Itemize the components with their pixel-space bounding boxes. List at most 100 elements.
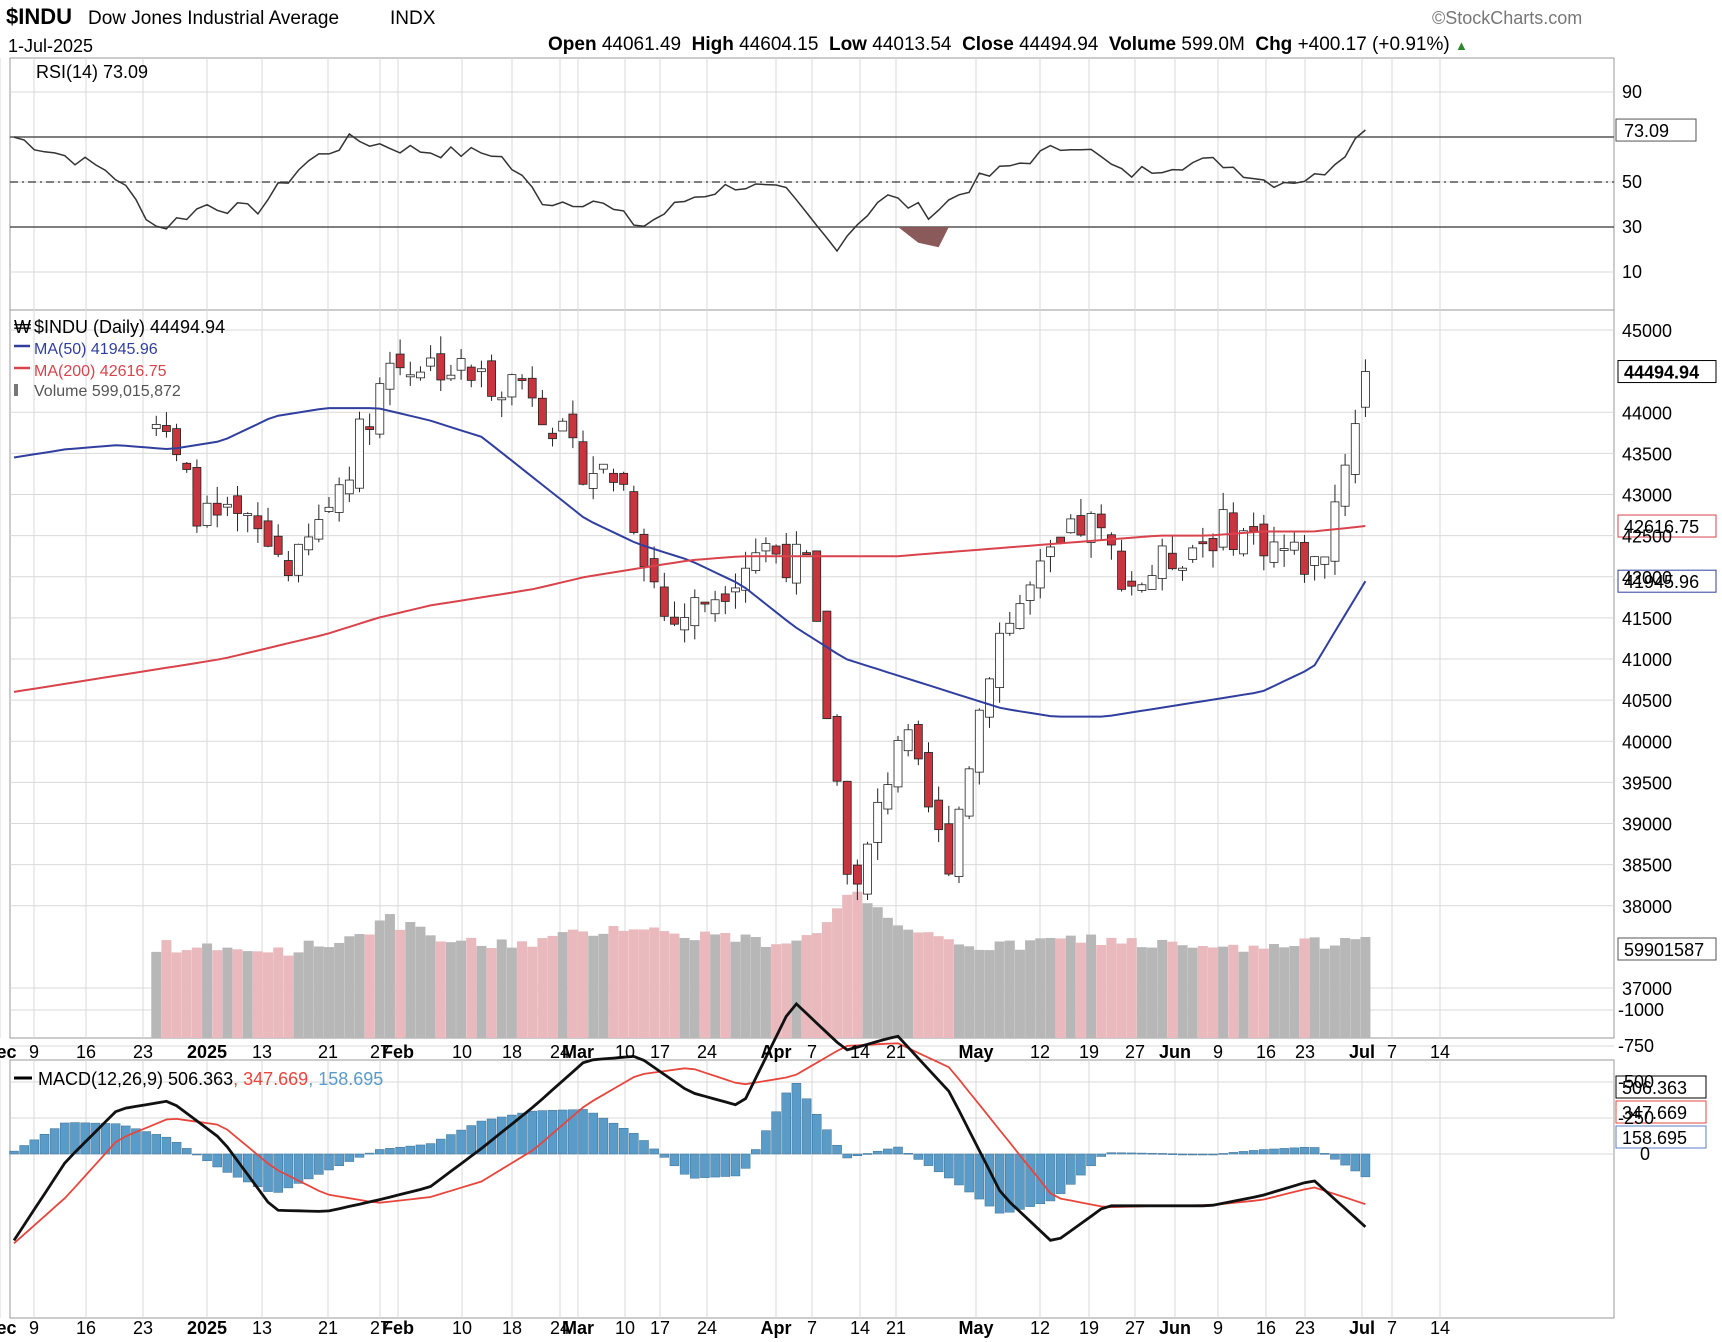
histogram-value-tag-label: 158.695 xyxy=(1622,1128,1687,1148)
volume-bar xyxy=(1035,938,1046,1038)
volume-bar xyxy=(1360,937,1371,1038)
macd-histogram-bar xyxy=(171,1141,182,1155)
x-tick-label: 14 xyxy=(1430,1318,1450,1338)
macd-histogram-bar xyxy=(1126,1152,1137,1155)
macd-histogram-bar xyxy=(608,1122,619,1155)
signal-value-tag-label: 347.669 xyxy=(1622,1103,1687,1123)
macd-histogram-bar xyxy=(801,1098,812,1155)
macd-histogram-bar xyxy=(913,1153,924,1160)
macd-histogram-bar xyxy=(700,1153,710,1178)
volume-bar xyxy=(994,941,1005,1038)
volume-bar xyxy=(1228,944,1239,1038)
macd-histogram-bar xyxy=(161,1136,172,1155)
x-tick-label: 10 xyxy=(615,1042,635,1062)
macd-histogram-bar xyxy=(537,1110,548,1155)
volume-bar xyxy=(283,955,294,1038)
macd-histogram-bar xyxy=(974,1153,985,1200)
volume-bar xyxy=(1340,937,1351,1038)
macd-histogram-bar xyxy=(547,1110,558,1155)
candle-body xyxy=(598,463,608,470)
macd-histogram-bar xyxy=(1269,1148,1279,1155)
x-tick-label: 14 xyxy=(1430,1042,1450,1062)
volume-bar xyxy=(456,940,467,1038)
volume-bar xyxy=(811,933,822,1038)
candle-body xyxy=(1310,556,1320,566)
volume-bar xyxy=(984,950,995,1038)
volume-bar xyxy=(771,944,782,1038)
volume-bar xyxy=(1258,948,1269,1038)
candle-body xyxy=(283,560,293,576)
volume-bar xyxy=(821,922,832,1038)
macd-histogram-bar xyxy=(720,1153,731,1177)
candle-body xyxy=(1086,513,1096,543)
macd-histogram-bar xyxy=(314,1153,324,1175)
candle-body xyxy=(548,432,557,440)
macd-histogram-bar xyxy=(49,1128,60,1155)
volume-bar xyxy=(435,941,446,1038)
rsi-y-tick: 90 xyxy=(1622,82,1642,102)
volume-bar xyxy=(567,929,578,1038)
candle-body xyxy=(832,715,842,782)
volume-bar xyxy=(354,934,365,1038)
volume-bar xyxy=(1147,947,1158,1038)
rsi-line xyxy=(13,129,1366,253)
candle-body xyxy=(985,678,994,718)
ma200-value-tag-label: 42616.75 xyxy=(1624,517,1699,537)
macd-histogram-bar xyxy=(1279,1148,1289,1155)
macd-histogram-bar xyxy=(324,1153,334,1171)
macd-histogram-bar xyxy=(669,1153,680,1167)
rsi-y-tick: 50 xyxy=(1622,172,1642,192)
macd-histogram-bar xyxy=(751,1149,761,1155)
volume-bar xyxy=(242,951,253,1038)
candle-body xyxy=(1025,584,1035,601)
x-tick-label: 21 xyxy=(886,1318,906,1338)
candle-body xyxy=(1249,526,1259,532)
macd-histogram-bar xyxy=(791,1083,802,1155)
volume-bar xyxy=(517,941,528,1038)
candle-body xyxy=(710,599,720,615)
x-tick-label: 2025 xyxy=(187,1318,227,1338)
candle-body xyxy=(1137,584,1147,591)
price-y-tick: 44000 xyxy=(1622,403,1672,423)
volume-bar xyxy=(405,922,416,1038)
x-tick-label: Jun xyxy=(1159,1318,1191,1338)
volume-bar xyxy=(1238,951,1249,1038)
volume-bar xyxy=(506,947,517,1038)
x-tick-label: May xyxy=(958,1318,993,1338)
rsi-value-label: 73.09 xyxy=(1624,121,1669,141)
volume-bar xyxy=(933,936,944,1038)
candle-body xyxy=(690,597,700,627)
volume-bar xyxy=(720,932,731,1038)
volume-bar xyxy=(974,949,985,1038)
volume-bar xyxy=(496,939,507,1038)
candle-body xyxy=(802,552,811,556)
macd-histogram-bar xyxy=(1025,1153,1035,1207)
volume-bar xyxy=(882,917,893,1038)
macd-histogram-bar xyxy=(557,1109,568,1155)
macd-histogram-bar xyxy=(517,1112,527,1155)
candle-body xyxy=(700,601,710,605)
volume-bar xyxy=(943,939,954,1038)
macd-line xyxy=(12,1001,1367,1242)
candle-body xyxy=(537,397,547,426)
macd-histogram-bar xyxy=(568,1109,578,1155)
volume-bar xyxy=(151,951,162,1038)
x-tick-label: Dec xyxy=(0,1042,17,1062)
x-tick-label: 12 xyxy=(1030,1042,1050,1062)
candle-body xyxy=(416,371,425,379)
copyright-icon: © xyxy=(1432,8,1446,28)
x-tick-label: 24 xyxy=(697,1318,717,1338)
macd-histogram-bar xyxy=(1015,1153,1025,1210)
volume-bar xyxy=(740,934,751,1038)
volume-bar xyxy=(374,920,385,1038)
candle-body xyxy=(263,520,273,547)
candle-body xyxy=(1361,371,1370,408)
x-tick-label: Apr xyxy=(761,1042,792,1062)
candle-body xyxy=(527,377,537,399)
volume-bar xyxy=(760,946,771,1038)
macd-histogram-bar xyxy=(1259,1149,1269,1155)
volume-bar xyxy=(649,927,660,1038)
candle-body xyxy=(253,515,263,530)
volume-bar xyxy=(1004,940,1015,1038)
volume-bar xyxy=(252,951,263,1038)
